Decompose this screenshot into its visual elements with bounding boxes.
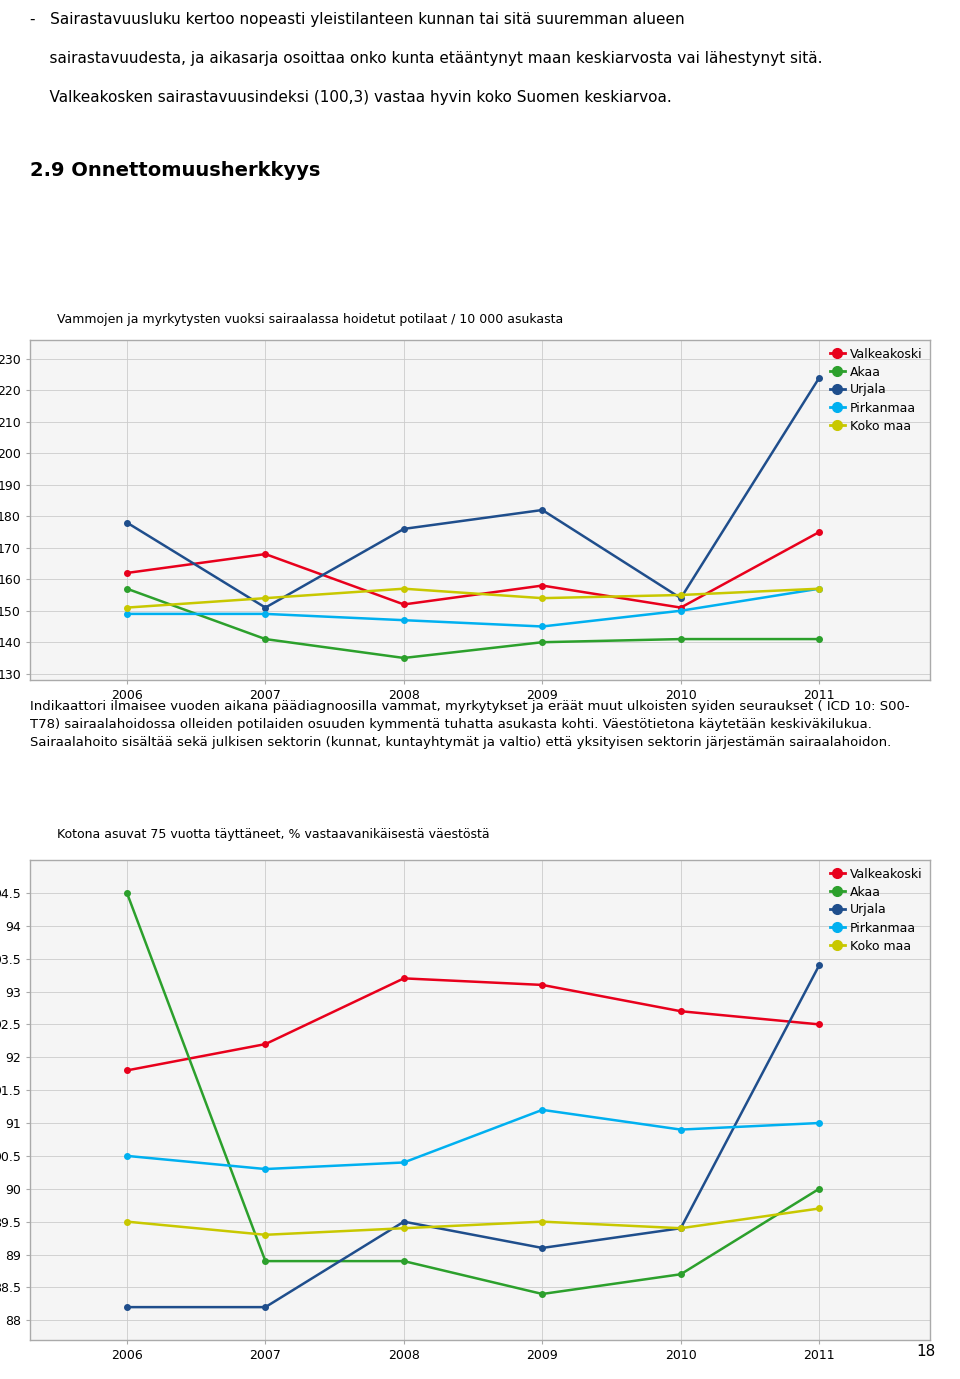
Urjala (121, 1299, 132, 1316)
Pirkanmaa (675, 603, 686, 619)
Akaa (675, 1266, 686, 1282)
Text: Vammojen ja myrkytysten vuoksi sairaalassa hoidetut potilaat / 10 000 asukasta: Vammojen ja myrkytysten vuoksi sairaalas… (57, 313, 564, 327)
Akaa (675, 630, 686, 647)
Akaa (398, 650, 410, 666)
Urjala (537, 502, 548, 519)
Akaa (813, 1180, 825, 1197)
Pirkanmaa (813, 1114, 825, 1131)
Valkeakoski (398, 969, 410, 986)
Pirkanmaa (537, 618, 548, 634)
Line: Pirkanmaa: Pirkanmaa (124, 586, 822, 629)
Text: 2.9 Onnettomuusherkkyys: 2.9 Onnettomuusherkkyys (30, 161, 321, 181)
Line: Koko maa: Koko maa (124, 1205, 822, 1237)
Legend: Valkeakoski, Akaa, Urjala, Pirkanmaa, Koko maa: Valkeakoski, Akaa, Urjala, Pirkanmaa, Ko… (825, 342, 927, 437)
Pirkanmaa (259, 605, 271, 622)
Valkeakoski (259, 1036, 271, 1052)
Line: Valkeakoski: Valkeakoski (124, 975, 822, 1073)
Urjala (675, 1220, 686, 1237)
Pirkanmaa (398, 612, 410, 629)
Line: Valkeakoski: Valkeakoski (124, 530, 822, 611)
Pirkanmaa (537, 1102, 548, 1118)
Urjala (813, 370, 825, 386)
Koko maa (121, 600, 132, 616)
Pirkanmaa (398, 1154, 410, 1171)
Valkeakoski (813, 1016, 825, 1033)
Koko maa (259, 590, 271, 607)
Valkeakoski (675, 1003, 686, 1019)
Urjala (398, 1214, 410, 1230)
Urjala (121, 514, 132, 531)
Urjala (813, 957, 825, 974)
Koko maa (121, 1214, 132, 1230)
Koko maa (675, 586, 686, 603)
Legend: Valkeakoski, Akaa, Urjala, Pirkanmaa, Koko maa: Valkeakoski, Akaa, Urjala, Pirkanmaa, Ko… (825, 862, 927, 957)
Pirkanmaa (259, 1161, 271, 1178)
Akaa (259, 1254, 271, 1270)
Akaa (121, 884, 132, 900)
Line: Akaa: Akaa (124, 586, 822, 661)
Pirkanmaa (813, 581, 825, 597)
Koko maa (675, 1220, 686, 1237)
Pirkanmaa (121, 605, 132, 622)
Line: Urjala: Urjala (124, 963, 822, 1310)
Akaa (537, 1285, 548, 1302)
Akaa (398, 1254, 410, 1270)
Akaa (121, 581, 132, 597)
Text: -   Sairastavuusluku kertoo nopeasti yleistilanteen kunnan tai sitä suuremman al: - Sairastavuusluku kertoo nopeasti yleis… (30, 11, 684, 26)
Text: sairastavuudesta, ja aikasarja osoittaa onko kunta etääntynyt maan keskiarvosta : sairastavuudesta, ja aikasarja osoittaa … (30, 51, 823, 66)
Koko maa (813, 581, 825, 597)
Text: 18: 18 (917, 1345, 936, 1358)
Koko maa (259, 1226, 271, 1242)
Urjala (259, 600, 271, 616)
Valkeakoski (121, 1062, 132, 1078)
Koko maa (398, 581, 410, 597)
Urjala (259, 1299, 271, 1316)
Urjala (537, 1240, 548, 1256)
Akaa (259, 630, 271, 647)
Koko maa (537, 1214, 548, 1230)
Text: Kotona asuvat 75 vuotta täyttäneet, % vastaavanikäisestä väestöstä: Kotona asuvat 75 vuotta täyttäneet, % va… (57, 827, 490, 841)
Valkeakoski (259, 546, 271, 563)
Koko maa (537, 590, 548, 607)
Akaa (537, 634, 548, 651)
Koko maa (398, 1220, 410, 1237)
Pirkanmaa (675, 1121, 686, 1138)
Valkeakoski (537, 976, 548, 993)
Line: Pirkanmaa: Pirkanmaa (124, 1107, 822, 1172)
Valkeakoski (675, 600, 686, 616)
Koko maa (813, 1200, 825, 1216)
Line: Urjala: Urjala (124, 375, 822, 611)
Pirkanmaa (121, 1147, 132, 1164)
Valkeakoski (813, 524, 825, 541)
Line: Akaa: Akaa (124, 889, 822, 1296)
Text: Valkeakosken sairastavuusindeksi (100,3) vastaa hyvin koko Suomen keskiarvoa.: Valkeakosken sairastavuusindeksi (100,3)… (30, 90, 672, 105)
Line: Koko maa: Koko maa (124, 586, 822, 611)
Text: Indikaattori ilmaisee vuoden aikana päädiagnoosilla vammat, myrkytykset ja eräät: Indikaattori ilmaisee vuoden aikana pääd… (30, 701, 910, 749)
Urjala (398, 521, 410, 538)
Valkeakoski (537, 578, 548, 594)
Valkeakoski (398, 596, 410, 612)
Urjala (675, 590, 686, 607)
Valkeakoski (121, 564, 132, 581)
Akaa (813, 630, 825, 647)
